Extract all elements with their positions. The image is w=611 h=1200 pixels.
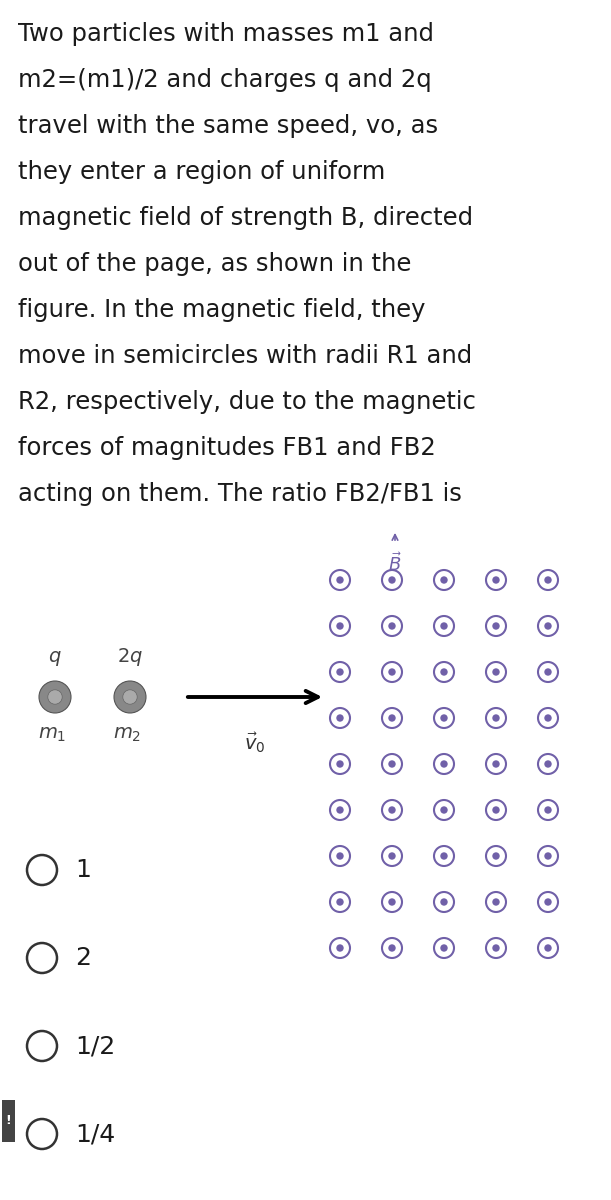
Text: travel with the same speed, vo, as: travel with the same speed, vo, as <box>18 114 438 138</box>
Circle shape <box>493 623 499 629</box>
Text: 1: 1 <box>75 858 91 882</box>
Text: !: ! <box>5 1115 12 1128</box>
Circle shape <box>39 680 71 713</box>
Circle shape <box>441 806 447 814</box>
Text: acting on them. The ratio FB2/FB1 is: acting on them. The ratio FB2/FB1 is <box>18 482 462 506</box>
Text: $m_2$: $m_2$ <box>113 726 141 744</box>
Circle shape <box>493 899 499 905</box>
Circle shape <box>337 623 343 629</box>
Circle shape <box>545 715 551 721</box>
Circle shape <box>337 899 343 905</box>
Circle shape <box>337 946 343 950</box>
Circle shape <box>389 577 395 583</box>
Circle shape <box>493 806 499 814</box>
Circle shape <box>337 715 343 721</box>
Circle shape <box>114 680 146 713</box>
Circle shape <box>545 623 551 629</box>
Circle shape <box>545 806 551 814</box>
Circle shape <box>389 670 395 674</box>
Text: 2: 2 <box>75 946 91 970</box>
Circle shape <box>441 715 447 721</box>
Circle shape <box>337 853 343 859</box>
Text: R2, respectively, due to the magnetic: R2, respectively, due to the magnetic <box>18 390 476 414</box>
Text: move in semicircles with radii R1 and: move in semicircles with radii R1 and <box>18 344 472 368</box>
Text: 1/4: 1/4 <box>75 1122 115 1146</box>
Circle shape <box>493 577 499 583</box>
Circle shape <box>337 577 343 583</box>
Text: m2=(m1)/2 and charges q and 2q: m2=(m1)/2 and charges q and 2q <box>18 68 432 92</box>
Circle shape <box>123 690 137 704</box>
Bar <box>2 1100 15 1142</box>
Text: forces of magnitudes FB1 and FB2: forces of magnitudes FB1 and FB2 <box>18 436 436 460</box>
Circle shape <box>545 853 551 859</box>
Circle shape <box>389 946 395 950</box>
Circle shape <box>441 946 447 950</box>
Circle shape <box>441 761 447 767</box>
Circle shape <box>545 761 551 767</box>
Text: they enter a region of uniform: they enter a region of uniform <box>18 160 386 184</box>
Circle shape <box>337 806 343 814</box>
Circle shape <box>389 761 395 767</box>
Text: Two particles with masses m1 and: Two particles with masses m1 and <box>18 22 434 46</box>
Circle shape <box>545 946 551 950</box>
Circle shape <box>493 946 499 950</box>
Circle shape <box>389 623 395 629</box>
Circle shape <box>389 899 395 905</box>
Circle shape <box>441 577 447 583</box>
Text: $2q$: $2q$ <box>117 646 143 668</box>
Circle shape <box>48 690 62 704</box>
Circle shape <box>493 715 499 721</box>
Circle shape <box>337 670 343 674</box>
Circle shape <box>545 899 551 905</box>
Text: 1/2: 1/2 <box>75 1034 115 1058</box>
Circle shape <box>389 806 395 814</box>
Circle shape <box>441 623 447 629</box>
Text: figure. In the magnetic field, they: figure. In the magnetic field, they <box>18 298 425 322</box>
Circle shape <box>389 853 395 859</box>
Circle shape <box>493 670 499 674</box>
Text: $q$: $q$ <box>48 649 62 668</box>
Circle shape <box>337 761 343 767</box>
Circle shape <box>545 670 551 674</box>
Circle shape <box>493 853 499 859</box>
Text: magnetic field of strength B, directed: magnetic field of strength B, directed <box>18 206 473 230</box>
Text: $m_1$: $m_1$ <box>38 726 66 744</box>
Circle shape <box>545 577 551 583</box>
Text: $\vec{B}$: $\vec{B}$ <box>388 552 402 575</box>
Text: $\vec{v}_0$: $\vec{v}_0$ <box>244 730 266 755</box>
Circle shape <box>441 899 447 905</box>
Circle shape <box>493 761 499 767</box>
Circle shape <box>441 670 447 674</box>
Text: out of the page, as shown in the: out of the page, as shown in the <box>18 252 411 276</box>
Circle shape <box>441 853 447 859</box>
Circle shape <box>389 715 395 721</box>
